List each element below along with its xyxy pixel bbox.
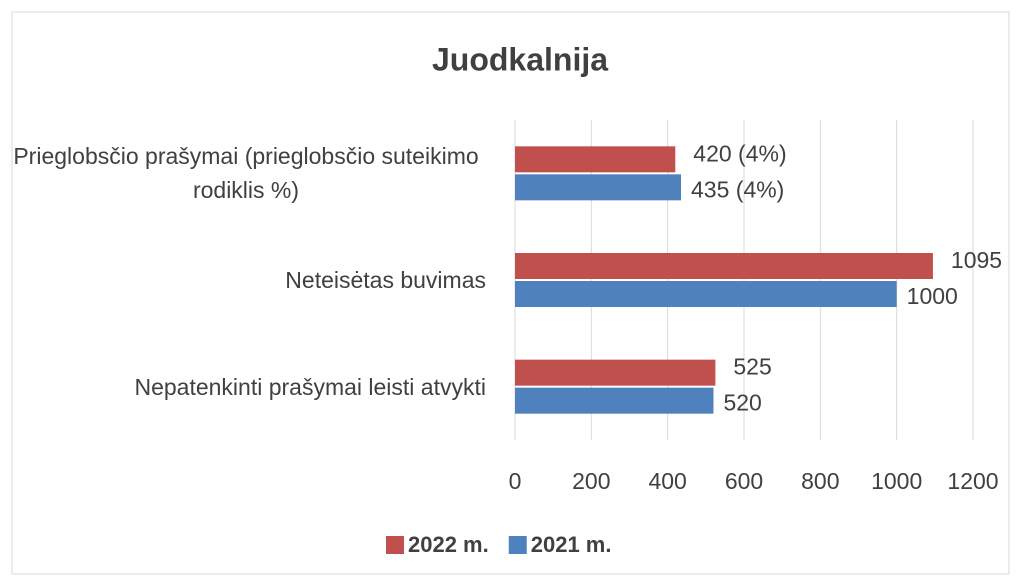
legend-label: 2022 m. [408,532,489,557]
value-label: 1000 [907,283,958,309]
category-text: Nepatenkinti prašymai leisti atvykti [134,373,486,400]
bar [515,359,716,386]
chart-title: Juodkalnija [432,41,608,77]
bar [515,387,714,414]
x-tick-label: 0 [509,468,522,494]
category-text: Prieglobsčio prašymai (prieglobsčio sute… [13,143,479,204]
legend-swatch [386,536,404,554]
x-tick-label: 400 [648,468,686,494]
category-label: Nepatenkinti prašymai leisti atvykti [6,347,486,427]
category-label: Prieglobsčio prašymai (prieglobsčio sute… [6,133,486,213]
category-label: Neteisėtas buvimas [6,240,486,320]
x-tick-label: 600 [725,468,763,494]
value-label: 1095 [951,247,1002,273]
value-label: 525 [733,354,771,380]
legend-swatch [508,536,527,554]
value-label: 420 (4%) [693,140,786,166]
x-tick-label: 1000 [871,468,922,494]
bar [515,281,897,307]
value-label: 435 (4%) [691,176,784,202]
x-tick-label: 1200 [947,468,998,494]
legend-label: 2021 m. [531,532,612,557]
category-text: Neteisėtas buvimas [285,267,486,293]
x-tick-label: 200 [572,468,610,494]
bar [515,146,676,173]
x-tick-label: 800 [801,468,839,494]
value-label: 520 [723,390,761,416]
bar [515,174,682,201]
bar [515,253,933,279]
